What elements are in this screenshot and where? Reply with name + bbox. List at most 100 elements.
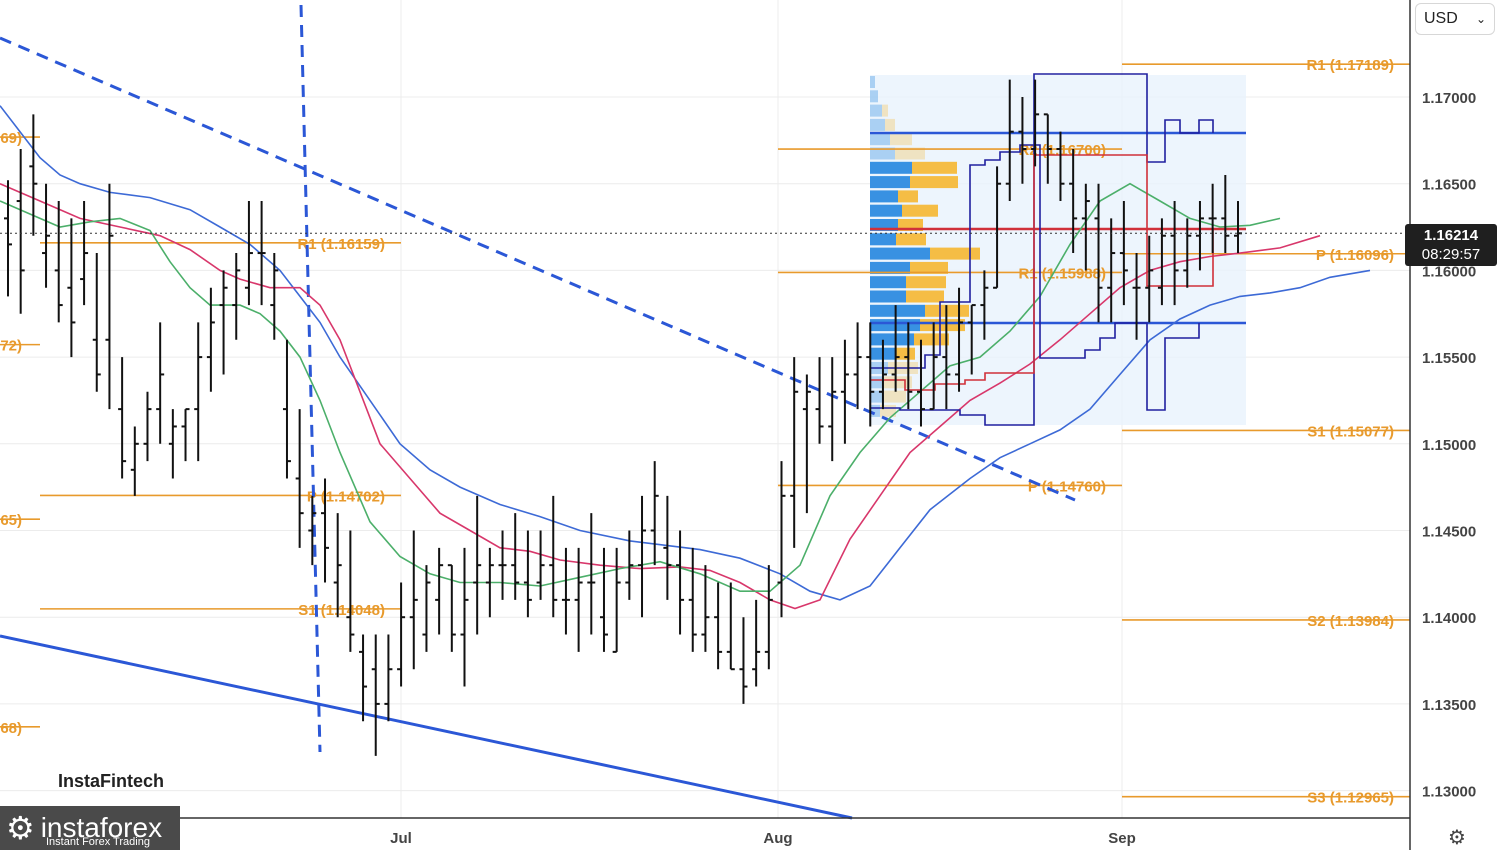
ohlc-bar [878, 339, 887, 410]
gear-icon[interactable]: ⚙ [1448, 826, 1466, 849]
ohlc-bar [473, 495, 482, 635]
ohlc-bar [587, 513, 596, 635]
ohlc-bar [561, 547, 570, 635]
ohlc-bar [4, 180, 12, 297]
y-tick-label: 1.15000 [1422, 437, 1476, 454]
instaforex-logo: ⚙ instaforex Instant Forex Trading [0, 806, 180, 850]
bar-countdown: 08:29:57 [1421, 246, 1481, 263]
ohlc-bar [511, 513, 520, 600]
profile-row-blue [870, 290, 906, 303]
x-tick-label: Jul [390, 830, 412, 847]
ohlc-bar [67, 218, 76, 358]
step-indicators [870, 73, 1214, 426]
ohlc-bar [1043, 113, 1052, 184]
ohlc-bar [1056, 131, 1065, 202]
ohlc-bar [1107, 218, 1116, 323]
profile-row-blue [870, 247, 930, 260]
y-tick-label: 1.15500 [1422, 350, 1476, 367]
profile-row-blue [870, 76, 875, 88]
pivot-label: S3 (1.12965) [1307, 790, 1394, 807]
ohlc-bar [1005, 79, 1014, 202]
ohlc-bar [638, 495, 647, 618]
moving-average-line [0, 105, 1371, 601]
ohlc-bar [384, 634, 393, 722]
ohlc-bar [1221, 175, 1230, 254]
ohlc-bar [371, 634, 380, 756]
pivot-label: R1 (1.17189) [1306, 57, 1394, 74]
ohlc-bar [409, 530, 418, 670]
pivot-label: S1 (1.14048) [298, 602, 385, 619]
ohlc-bar [853, 322, 862, 410]
ohlc-bar [1031, 79, 1040, 167]
ohlc-bar [549, 495, 558, 618]
ohlc-bar [422, 565, 431, 652]
last-price-value: 1.16214 [1423, 227, 1479, 244]
ohlc-bar [257, 201, 266, 306]
ohlc-bar [80, 201, 89, 306]
ohlc-bar [282, 339, 291, 479]
ohlc-bar [676, 530, 685, 635]
ohlc-bar [1069, 149, 1078, 254]
ohlc-bar [54, 201, 63, 323]
currency-dropdown[interactable]: USD ⌄ [1415, 3, 1495, 35]
ohlc-bar [1132, 253, 1141, 340]
ohlc-bar [891, 305, 900, 392]
pivot-label: 65) [0, 512, 22, 529]
ohlc-bar [397, 582, 406, 687]
profile-row-blue [870, 104, 882, 117]
ohlc-bar [308, 495, 317, 566]
ohlc-bar [625, 530, 634, 600]
ohlc-bar [942, 305, 951, 410]
ohlc-bar [105, 183, 114, 410]
ohlc-bar [130, 426, 139, 496]
profile-row-yellow [885, 118, 895, 131]
y-tick-label: 1.13000 [1422, 784, 1476, 801]
moving-average-line [0, 182, 1281, 593]
ohlc-bar [1119, 201, 1128, 306]
upper-channel-line [870, 73, 1214, 426]
profile-row-blue [870, 176, 910, 189]
ohlc-bar [321, 478, 330, 583]
ohlc-bar [447, 564, 456, 652]
ohlc-bar [701, 565, 710, 652]
y-tick-label: 1.14000 [1422, 610, 1476, 627]
ohlc-bar [688, 547, 697, 652]
profile-row-yellow [912, 161, 957, 174]
ohlc-bar [536, 530, 545, 600]
pivot-label: 72) [0, 338, 22, 355]
ohlc-bar [714, 582, 723, 670]
pivot-label: P (1.14760) [1028, 478, 1106, 495]
profile-row-blue [870, 404, 880, 417]
lower-channel-line [870, 144, 1200, 411]
ohlc-bar [726, 582, 735, 671]
volume-profile [870, 75, 1246, 425]
profile-row-yellow [895, 347, 915, 360]
ohlc-bar [1183, 218, 1192, 288]
x-tick-label: Sep [1108, 830, 1136, 847]
profile-row-yellow [906, 276, 946, 289]
profile-row-blue [870, 118, 885, 131]
ohlc-bar [232, 253, 241, 340]
ohlc-bar [790, 357, 799, 548]
profile-row-blue [870, 333, 914, 346]
instaforex-logo-text: instaforex [40, 812, 163, 843]
ohlc-bar [993, 166, 1002, 289]
ohlc-bar [777, 461, 786, 618]
profile-row-blue [870, 190, 898, 203]
ohlc-bar [118, 357, 127, 479]
ohlc-bar [840, 339, 849, 444]
ohlc-bar [498, 530, 507, 600]
pivot-label: 68) [0, 720, 22, 737]
instafintech-brand: InstaFintech [58, 771, 165, 791]
ohlc-bar [650, 461, 659, 566]
profile-row-yellow [896, 233, 926, 246]
pivot-label: S2 (1.13984) [1307, 613, 1394, 630]
pivot-label: S1 (1.15077) [1307, 423, 1394, 440]
ohlc-bar [980, 270, 989, 340]
profile-row-yellow [882, 104, 888, 117]
profile-row-blue [870, 147, 895, 160]
pivot-label: R1 (1.16159) [297, 236, 385, 253]
middle-channel-line [870, 154, 1214, 391]
profile-row-yellow [898, 190, 918, 203]
ohlc-bar [764, 565, 773, 670]
